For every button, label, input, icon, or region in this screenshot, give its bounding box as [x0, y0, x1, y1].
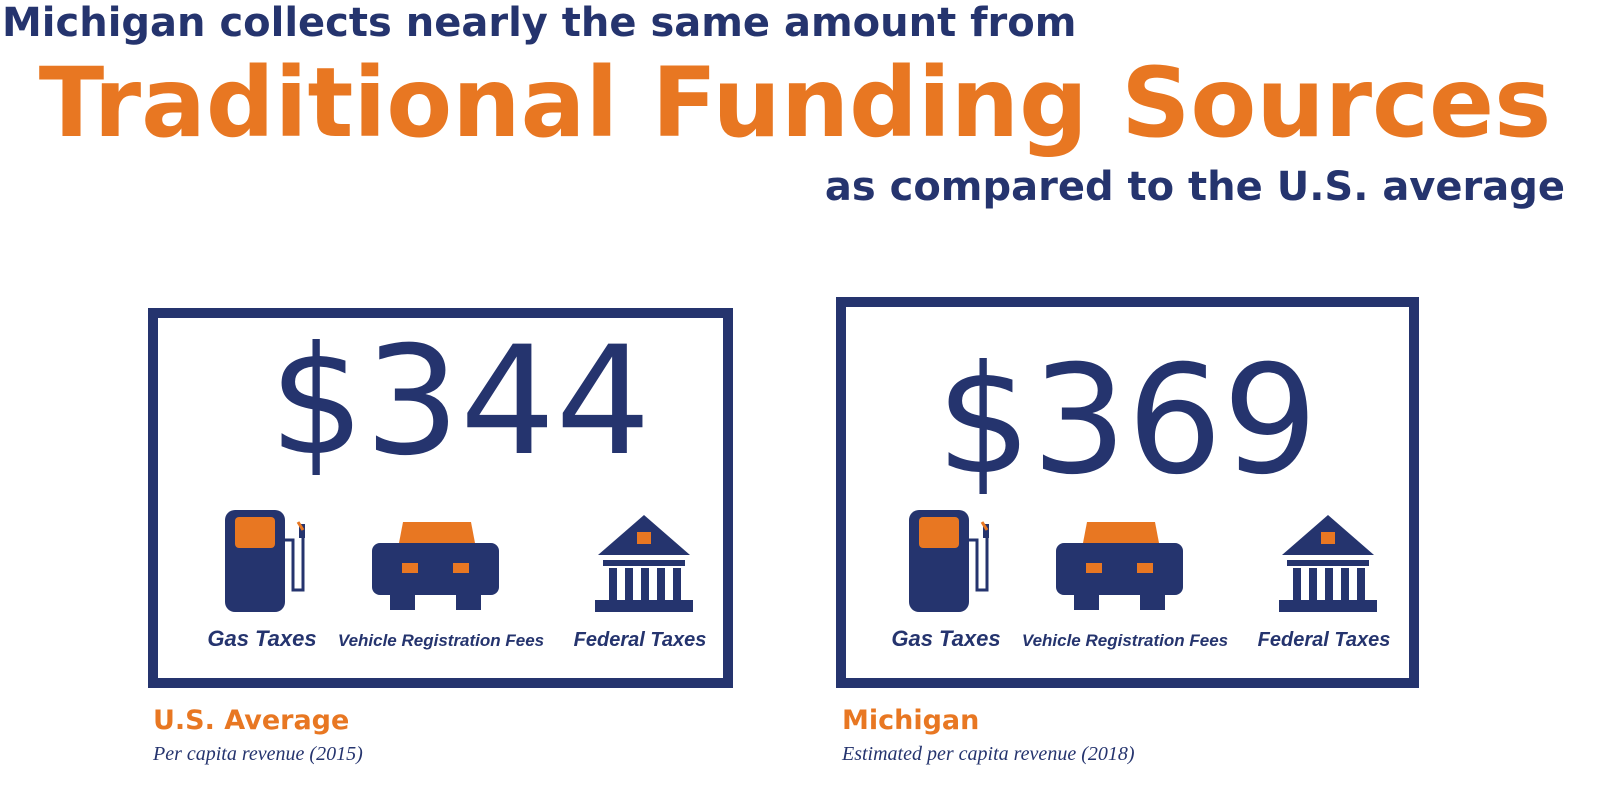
label: Gas Taxes: [891, 626, 1000, 651]
panel-frame: [148, 308, 733, 688]
panel: $369 Gas Taxes Vehicle Registration Fees…: [836, 297, 1419, 765]
label: Gas Taxes: [207, 626, 316, 651]
panel-name: U.S. Average: [153, 705, 349, 736]
amount: $369: [936, 334, 1318, 508]
header-title: Traditional Funding Sources: [39, 47, 1551, 159]
label: Vehicle Registration Fees: [338, 631, 544, 650]
header-line: as compared to the U.S. average: [825, 164, 1565, 210]
panel-name: Michigan: [842, 705, 979, 736]
panel-frame: [836, 297, 1419, 688]
icons: [223, 508, 695, 614]
icons: [907, 508, 1379, 614]
amount: $344: [269, 315, 651, 489]
panel-note: Estimated per capita revenue (2018): [841, 743, 1135, 765]
label: Federal Taxes: [574, 629, 707, 651]
panel-note: Per capita revenue (2015): [152, 743, 363, 765]
header-line: Michigan collects nearly the same amount…: [2, 0, 1076, 46]
panel: $344 Gas Taxes Vehicle Registration Fees…: [148, 308, 733, 765]
label: Vehicle Registration Fees: [1022, 631, 1228, 650]
label: Federal Taxes: [1258, 629, 1391, 651]
